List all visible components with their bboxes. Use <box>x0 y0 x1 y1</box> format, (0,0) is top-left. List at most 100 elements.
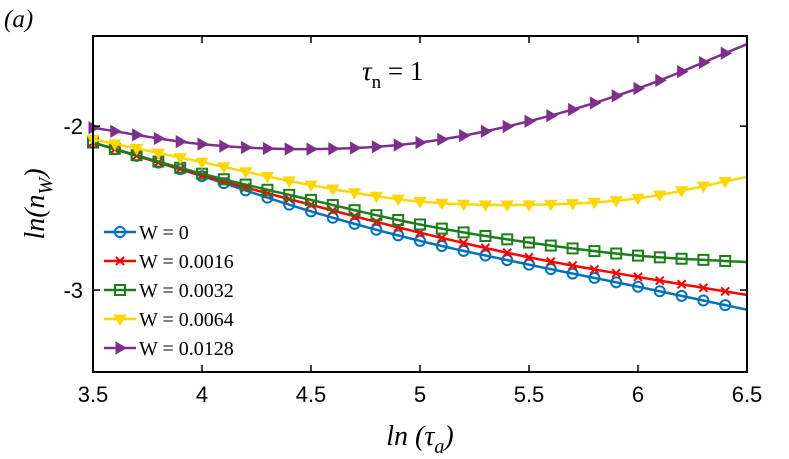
series-marker <box>479 249 492 262</box>
series-marker <box>501 254 514 267</box>
series-marker <box>524 252 534 262</box>
legend-marker <box>115 341 128 355</box>
series-marker <box>435 222 448 235</box>
series-marker <box>414 234 426 247</box>
series-marker <box>197 137 210 151</box>
series-marker <box>523 236 535 249</box>
series-marker <box>655 73 667 87</box>
series-marker <box>610 276 623 289</box>
series-marker <box>151 148 166 161</box>
series-marker <box>261 183 274 196</box>
series-marker <box>260 171 275 184</box>
legend-entry-0: W = 0 <box>104 222 189 244</box>
series-marker <box>393 138 406 152</box>
series-marker <box>611 89 624 103</box>
parameter-annotation: τn = 1 <box>362 56 423 93</box>
series-marker <box>632 249 644 262</box>
series-marker <box>347 188 362 200</box>
series-marker <box>370 209 383 222</box>
legend-label: W = 0 <box>139 222 189 244</box>
series-marker <box>132 128 144 142</box>
series-marker <box>480 243 491 253</box>
series-marker <box>435 240 448 253</box>
series-marker <box>239 178 252 191</box>
y-tick-label: -2 <box>63 114 83 139</box>
series-marker <box>129 143 144 156</box>
series-marker <box>305 193 317 206</box>
series-marker <box>522 200 536 212</box>
series-marker <box>676 279 687 289</box>
series-marker <box>414 218 426 231</box>
y-axis-label: ln(nW) <box>20 168 57 239</box>
x-axis-label: ln (τa) <box>386 421 453 458</box>
series-marker <box>391 194 405 207</box>
series-marker <box>720 46 733 60</box>
series-2 <box>87 136 748 267</box>
series-marker <box>108 139 122 151</box>
series-marker <box>653 251 666 264</box>
x-tick-label: 4 <box>196 382 208 407</box>
x-tick-label: 3.5 <box>78 382 109 407</box>
series-marker <box>284 142 297 156</box>
legend-entry-1: W = 0.0016 <box>104 251 234 273</box>
x-tick-label: 5 <box>414 382 426 407</box>
series-marker <box>326 184 340 197</box>
series-marker <box>457 244 470 257</box>
series-marker <box>457 226 470 239</box>
legend-marker <box>114 226 126 238</box>
series-marker <box>217 162 231 174</box>
series-marker <box>653 285 666 298</box>
series-marker <box>502 248 512 258</box>
series-marker <box>565 199 580 211</box>
series-marker <box>544 199 558 212</box>
series-marker <box>456 199 471 212</box>
series-marker <box>458 238 469 248</box>
series-marker <box>524 114 537 128</box>
series-marker <box>479 229 492 242</box>
series-marker <box>348 217 361 230</box>
series-3 <box>86 134 748 213</box>
series-marker <box>567 260 578 271</box>
series-marker <box>369 191 384 204</box>
legend-label: W = 0.0032 <box>139 280 234 302</box>
series-marker <box>392 214 405 227</box>
legend-entry-2: W = 0.0032 <box>104 280 234 302</box>
series-marker <box>653 190 667 202</box>
series-marker <box>175 135 188 149</box>
legend-label: W = 0.0016 <box>139 251 234 273</box>
legend-label: W = 0.0128 <box>139 338 234 360</box>
series-marker <box>217 173 230 186</box>
axes-frame <box>92 35 748 373</box>
series-marker <box>241 140 253 155</box>
series-marker <box>173 153 187 165</box>
series-marker <box>698 283 709 293</box>
series-marker <box>677 64 689 79</box>
series-marker <box>282 176 296 188</box>
series-marker <box>610 247 623 260</box>
series-marker <box>588 245 601 258</box>
series-marker <box>719 299 732 312</box>
series-marker <box>306 142 319 156</box>
series-marker <box>674 186 689 198</box>
series-marker <box>697 253 710 266</box>
series-marker <box>697 294 710 307</box>
series-marker <box>478 200 493 212</box>
series-marker <box>392 229 405 242</box>
series-marker <box>349 211 360 221</box>
series-marker <box>238 167 253 179</box>
series-marker <box>588 271 601 284</box>
series-marker <box>501 233 514 246</box>
series-marker <box>655 275 665 286</box>
series-marker <box>370 223 383 236</box>
series-marker <box>632 280 644 293</box>
series-marker <box>326 199 339 212</box>
series-marker <box>546 108 558 123</box>
legend-entry-4: W = 0.0128 <box>104 338 234 360</box>
x-tick-label: 5.5 <box>514 382 545 407</box>
series-marker <box>326 211 339 224</box>
series-marker <box>415 135 428 150</box>
series-marker <box>718 176 732 189</box>
series-marker <box>633 81 646 96</box>
series-marker <box>675 252 688 265</box>
series-marker <box>698 55 711 70</box>
